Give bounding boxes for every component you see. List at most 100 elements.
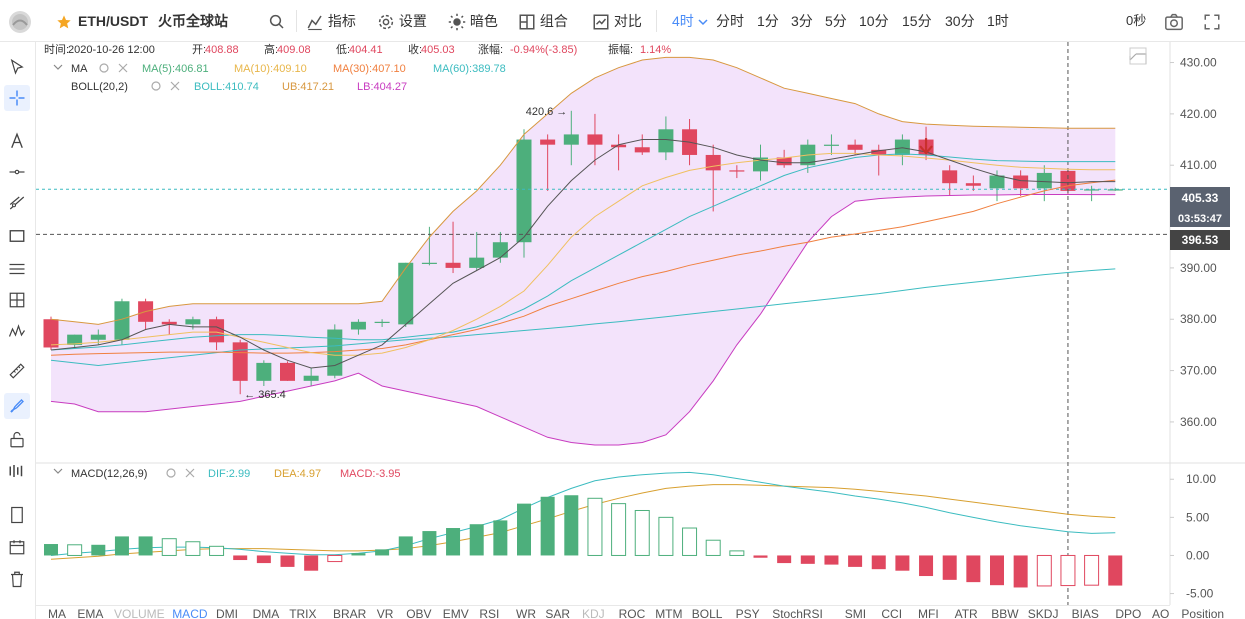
trend-line-icon[interactable] bbox=[4, 190, 30, 216]
gear-icon bbox=[378, 15, 394, 30]
legend-ma-close-icon[interactable] bbox=[118, 63, 128, 73]
candle-body bbox=[634, 147, 650, 153]
lock-icon[interactable] bbox=[4, 427, 30, 453]
candle-body bbox=[421, 262, 437, 264]
indicator-tab-ema[interactable]: EMA bbox=[77, 607, 104, 619]
collapse-chevron-icon[interactable] bbox=[53, 64, 63, 70]
interval-tab[interactable]: 5分 bbox=[825, 13, 847, 29]
indicator-tab-psy[interactable]: PSY bbox=[735, 607, 760, 619]
legend-macd-settings-icon[interactable] bbox=[166, 468, 176, 478]
macd-bar bbox=[564, 495, 579, 556]
interval-tab[interactable]: 分时 bbox=[716, 13, 744, 29]
indicator-tab-kdj[interactable]: KDJ bbox=[582, 607, 605, 619]
macd-tick-label: -5.00 bbox=[1186, 587, 1214, 601]
price-tick-label: 430.00 bbox=[1180, 56, 1217, 70]
settings-label: 设置 bbox=[398, 13, 427, 29]
trash-icon[interactable] bbox=[4, 566, 30, 592]
indicator-tab-bias[interactable]: BIAS bbox=[1071, 607, 1099, 619]
legend-boll-close-icon[interactable] bbox=[170, 81, 180, 91]
search-icon[interactable] bbox=[268, 0, 286, 42]
indicator-tab-skdj[interactable]: SKDJ bbox=[1027, 607, 1059, 619]
interval-tab[interactable]: 30分 bbox=[945, 13, 975, 29]
parallel-channel-icon[interactable] bbox=[4, 256, 30, 282]
indicator-tab-smi[interactable]: SMI bbox=[844, 607, 867, 619]
indicator-tab-brar[interactable]: BRAR bbox=[333, 607, 367, 619]
candle bbox=[965, 175, 981, 191]
indicator-tab-position[interactable]: Position bbox=[1181, 607, 1225, 619]
compare-button[interactable]: 对比 bbox=[592, 0, 642, 42]
info-time: 2020-10-26 12:00 bbox=[68, 44, 155, 56]
period-selector[interactable]: 4时 bbox=[672, 0, 708, 42]
indicator-tab-emv[interactable]: EMV bbox=[442, 607, 469, 619]
settings-button[interactable]: 设置 bbox=[377, 0, 427, 42]
fullscreen-icon[interactable] bbox=[1203, 0, 1221, 42]
indicator-tab-obv[interactable]: OBV bbox=[406, 607, 432, 619]
indicator-tab-volume[interactable]: VOLUME bbox=[114, 607, 165, 619]
macd-collapse-chevron-icon[interactable] bbox=[53, 468, 63, 474]
indicator-tab-bbw[interactable]: BBW bbox=[991, 607, 1019, 619]
indicator-tab-macd[interactable]: MACD bbox=[172, 607, 208, 619]
candle bbox=[232, 339, 248, 395]
indicator-tab-dma[interactable]: DMA bbox=[252, 607, 280, 619]
indicator-tab-rsi[interactable]: RSI bbox=[479, 607, 500, 619]
indicator-tab-ma[interactable]: MA bbox=[48, 607, 66, 619]
horizontal-line-icon[interactable] bbox=[4, 159, 30, 185]
legend-macd-close-icon[interactable] bbox=[185, 468, 195, 478]
pane-maximize-icon[interactable] bbox=[1129, 47, 1147, 65]
interval-tab[interactable]: 1时 bbox=[987, 13, 1009, 29]
ruler-icon[interactable] bbox=[4, 358, 30, 384]
indicator-tab-sar[interactable]: SAR bbox=[545, 607, 571, 619]
indicator-tab-trix[interactable]: TRIX bbox=[289, 607, 317, 619]
text-icon[interactable] bbox=[4, 128, 30, 154]
indicator-tab-wr[interactable]: WR bbox=[516, 607, 536, 619]
indicator-tab-cci[interactable]: CCI bbox=[881, 607, 903, 619]
candle bbox=[1036, 165, 1052, 202]
indicator-tab-mfi[interactable]: MFI bbox=[918, 607, 939, 619]
cursor-arrow-icon[interactable] bbox=[4, 54, 30, 80]
candle bbox=[421, 226, 437, 266]
indicator-tab-ao[interactable]: AO bbox=[1152, 607, 1170, 619]
favorite-star-icon[interactable] bbox=[56, 0, 72, 42]
legend-lb: LB:404.27 bbox=[357, 81, 407, 93]
interval-tab[interactable]: 10分 bbox=[859, 13, 889, 29]
pair-symbol[interactable]: ETH/USDT bbox=[78, 13, 148, 29]
macd-bar bbox=[91, 544, 106, 556]
indicator-tab-mtm[interactable]: MTM bbox=[655, 607, 683, 619]
fibonacci-grid-icon[interactable] bbox=[4, 287, 30, 313]
theme-button[interactable]: 暗色 bbox=[448, 0, 498, 42]
candle bbox=[1013, 170, 1029, 197]
indicator-tab-dpo[interactable]: DPO bbox=[1115, 607, 1142, 619]
combo-label: 组合 bbox=[539, 13, 568, 29]
indicators-button[interactable]: 指标 bbox=[306, 0, 356, 42]
legend-ma-settings-icon[interactable] bbox=[99, 63, 109, 73]
indicator-tab-stochrsi[interactable]: StochRSI bbox=[772, 607, 823, 619]
candle-body bbox=[871, 149, 887, 155]
exchange-name[interactable]: 火币全球站 bbox=[158, 13, 228, 29]
indicator-template-icon[interactable] bbox=[4, 458, 30, 484]
current-price-label: 405.33 bbox=[1182, 191, 1219, 205]
indicator-tab-dmi[interactable]: DMI bbox=[216, 607, 238, 619]
legend-boll-settings-icon[interactable] bbox=[151, 81, 161, 91]
combo-button[interactable]: 组合 bbox=[518, 0, 568, 42]
wave-pattern-icon[interactable] bbox=[4, 319, 30, 345]
candle-body bbox=[587, 134, 603, 145]
interval-tab[interactable]: 3分 bbox=[791, 13, 813, 29]
candle-body bbox=[114, 301, 130, 340]
indicator-tab-roc[interactable]: ROC bbox=[618, 607, 646, 619]
crosshair-icon[interactable] bbox=[4, 85, 30, 111]
macd-bar bbox=[942, 555, 957, 580]
interval-tab[interactable]: 15分 bbox=[902, 13, 932, 29]
indicator-tab-boll[interactable]: BOLL bbox=[691, 607, 723, 619]
brush-icon[interactable] bbox=[4, 393, 30, 419]
rectangle-icon[interactable] bbox=[4, 223, 30, 249]
calendar-icon[interactable] bbox=[4, 534, 30, 560]
bookmark-icon[interactable] bbox=[4, 502, 30, 528]
price-chart[interactable]: 420.6 → ← 365.4 360.00 370.00 380.00 390.00 4… bbox=[36, 42, 1245, 605]
interval-tab[interactable]: 1分 bbox=[757, 13, 779, 29]
indicator-tab-vr[interactable]: VR bbox=[376, 607, 394, 619]
candle bbox=[823, 134, 839, 155]
indicator-tab-atr[interactable]: ATR bbox=[954, 607, 978, 619]
camera-icon[interactable] bbox=[1164, 0, 1184, 42]
chevron-down-icon bbox=[698, 19, 708, 26]
candle-body bbox=[209, 319, 225, 343]
